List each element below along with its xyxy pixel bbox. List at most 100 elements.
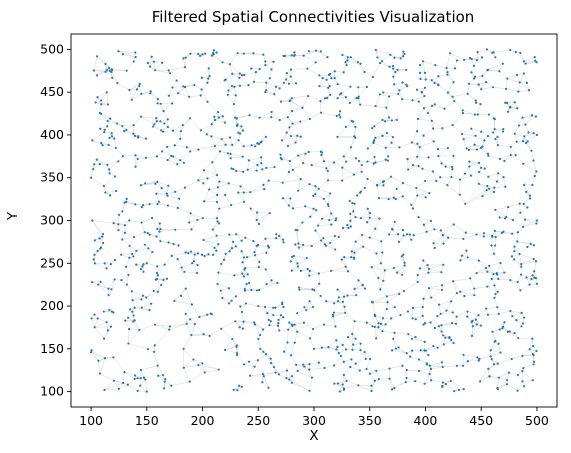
data-point [215,173,219,177]
connectivity-edge [155,70,171,74]
connectivity-edge [419,260,424,269]
data-point [120,253,123,256]
data-point [289,134,293,138]
connectivity-edge [494,186,506,188]
connectivity-edge [423,61,436,66]
connectivity-edge [94,321,107,328]
connectivity-edge [313,195,324,200]
connectivity-edge [323,238,331,244]
connectivity-edge [216,174,220,182]
data-point [444,165,447,168]
data-point [521,225,525,228]
connectivity-edge [532,175,535,185]
data-point [372,141,375,145]
data-point [287,204,290,207]
connectivity-edge [288,329,298,332]
connectivity-edge [125,264,137,267]
connectivity-edge [417,272,429,276]
connectivity-edge [434,243,444,249]
connectivity-edge [133,321,140,331]
data-point [301,106,304,109]
connectivity-edge [345,121,354,128]
data-point [223,348,227,352]
connectivity-edge [373,156,375,164]
data-point [440,324,443,327]
connectivity-edge [180,288,186,296]
connectivity-edge [471,128,476,136]
data-point [450,165,454,169]
data-point [132,255,135,258]
data-point [470,334,474,337]
connectivity-edge [128,329,130,344]
connectivity-edge [239,77,249,86]
data-point [410,203,413,206]
data-point [143,231,146,234]
connectivity-edge [418,216,431,222]
connectivity-edge [216,194,226,203]
data-point [96,96,99,99]
data-point [197,148,200,151]
x-tick-label: 200 [191,413,215,428]
connectivity-edge [431,289,443,298]
connectivity-edge [101,100,109,105]
connectivity-edge [164,255,172,265]
data-point [446,184,449,187]
connectivity-edge [224,349,238,354]
connectivity-edge [360,208,368,219]
connectivity-edge [256,212,270,221]
connectivity-edge [174,300,192,305]
connectivity-edge [396,188,404,197]
connectivity-edge [283,342,288,352]
connectivity-edge [442,124,453,129]
data-point [476,51,479,54]
data-point [318,74,321,77]
data-point [342,388,346,391]
data-point [261,373,265,376]
connectivity-edge [334,78,338,85]
connectivity-edge [534,261,537,272]
connectivity-edge [382,330,395,334]
data-point [210,123,213,126]
data-point [150,216,154,220]
data-point [145,296,148,299]
connectivity-edge [346,158,356,162]
connectivity-edge [360,212,371,219]
data-point [285,78,288,81]
connectivity-edge [440,224,454,231]
connectivity-edge [288,160,291,173]
data-point [486,135,489,138]
data-point [136,389,139,393]
data-point [171,86,174,89]
connectivity-edge [349,195,358,202]
connectivity-edge [241,251,245,258]
connectivity-edge [446,301,452,311]
connectivity-edge [487,286,498,292]
data-point [515,73,519,77]
data-point [423,322,427,325]
data-point [438,303,441,306]
connectivity-edge [331,266,346,272]
data-point [337,300,340,303]
data-point [388,367,391,370]
data-point [206,81,209,84]
connectivity-edge [369,212,380,219]
connectivity-edge [364,351,371,360]
data-point [258,67,261,71]
data-point [510,255,514,258]
connectivity-edge [417,147,420,157]
connectivity-edge [129,83,140,91]
data-point [156,364,159,367]
data-point [422,134,425,137]
data-point [326,202,330,206]
connectivity-edge [367,178,378,186]
data-point [103,128,106,131]
connectivity-edge [310,210,317,217]
connectivity-edge [441,264,444,273]
connectivity-edge [330,236,339,244]
connectivity-edge [503,177,506,187]
data-point [240,310,244,314]
connectivity-edge [245,303,259,307]
connectivity-edge [417,108,425,120]
data-point [419,77,422,81]
data-point [148,308,151,312]
